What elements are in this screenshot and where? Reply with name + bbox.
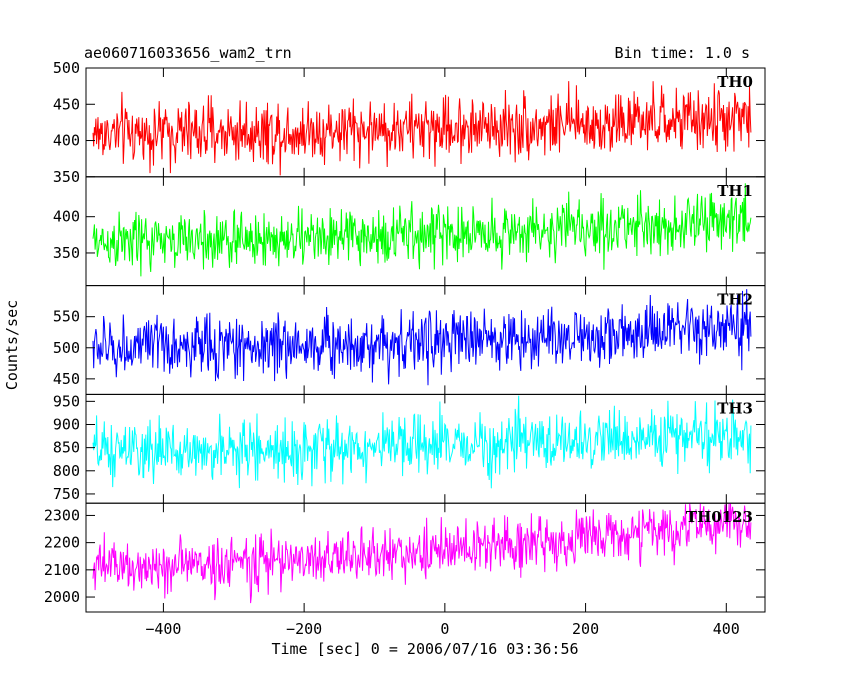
x-tick-label: 400 xyxy=(713,620,740,638)
bin-time-label: Bin time: 1.0 s xyxy=(614,44,750,62)
y-tick-label: 450 xyxy=(53,95,80,113)
panel-label-th3: TH3 xyxy=(717,399,753,417)
y-tick-label: 550 xyxy=(53,308,80,326)
x-tick-label: −200 xyxy=(286,620,322,638)
panel-label-th1: TH1 xyxy=(717,182,753,200)
y-tick-label: 450 xyxy=(53,370,80,388)
panel-label-th0123: TH0123 xyxy=(686,508,753,526)
y-tick-label: 850 xyxy=(53,439,80,457)
panel-label-th2: TH2 xyxy=(717,291,753,309)
series-th0123 xyxy=(92,503,752,604)
series-th0 xyxy=(92,81,752,176)
y-tick-label: 2000 xyxy=(44,588,80,606)
y-tick-label: 800 xyxy=(53,462,80,480)
x-tick-label: 200 xyxy=(572,620,599,638)
series-th2 xyxy=(92,289,752,386)
panel-label-th0: TH0 xyxy=(717,73,753,91)
y-axis-label: Counts/sec xyxy=(3,299,21,391)
y-tick-label: 2100 xyxy=(44,561,80,579)
x-tick-label: 0 xyxy=(440,620,449,638)
y-tick-label: 2200 xyxy=(44,534,80,552)
y-tick-label: 400 xyxy=(53,132,80,150)
y-tick-label: 750 xyxy=(53,485,80,503)
y-tick-label: 350 xyxy=(53,168,80,186)
series-th3 xyxy=(92,395,752,489)
panel-frame-th1 xyxy=(85,176,766,287)
series-th1 xyxy=(92,183,752,277)
y-tick-label: 500 xyxy=(53,59,80,77)
y-tick-label: 900 xyxy=(53,415,80,433)
panel-frame-th0123 xyxy=(85,502,766,613)
panel-frame-th0 xyxy=(85,67,766,178)
chart-title: ae060716033656_wam2_trn xyxy=(84,44,292,62)
y-tick-label: 2300 xyxy=(44,506,80,524)
y-tick-label: 950 xyxy=(53,392,80,410)
x-tick-label: −400 xyxy=(145,620,181,638)
y-tick-label: 500 xyxy=(53,339,80,357)
y-tick-label: 400 xyxy=(53,208,80,226)
y-tick-label: 350 xyxy=(53,244,80,262)
x-axis-label: Time [sec] 0 = 2006/07/16 03:36:56 xyxy=(271,640,579,658)
